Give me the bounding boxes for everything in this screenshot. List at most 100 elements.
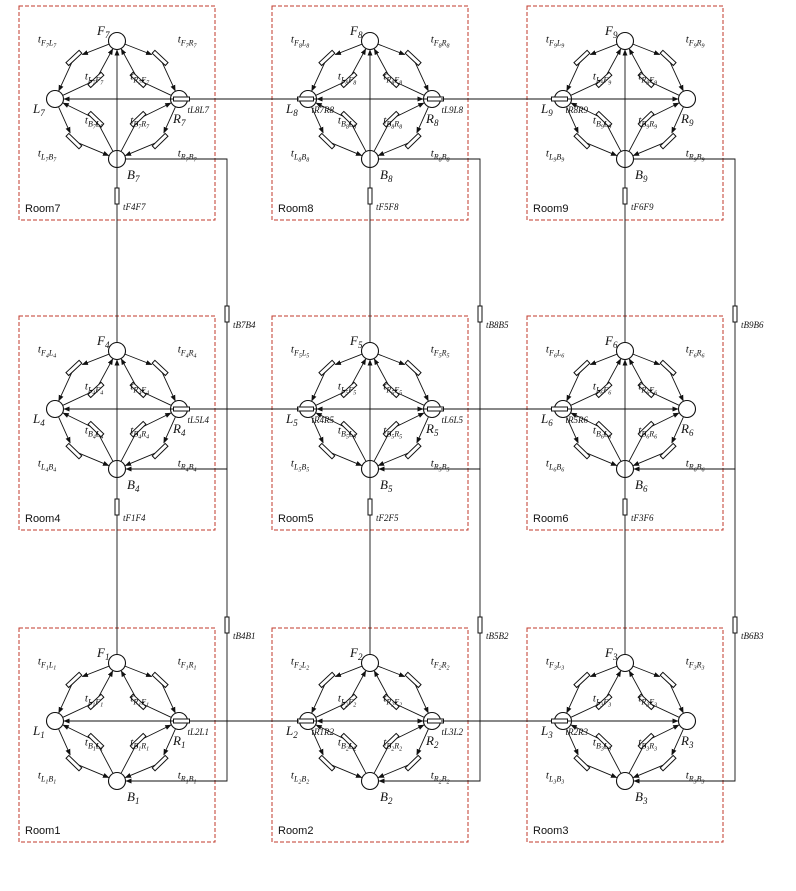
label-tL1B1: tL1B1 bbox=[38, 770, 56, 786]
label-tB3R3: tB3R3 bbox=[638, 737, 657, 753]
place-B3 bbox=[615, 771, 635, 791]
label-tR3B3: tR3B3 bbox=[686, 770, 705, 786]
transition-tF3L3 bbox=[573, 671, 591, 689]
label-R5: R5 bbox=[425, 421, 439, 438]
transition-tL4F4 bbox=[87, 381, 105, 399]
transition-tL6B6 bbox=[573, 442, 591, 460]
connector-bar bbox=[173, 406, 190, 412]
connector-label: tL6L5 bbox=[442, 415, 464, 425]
label-tR6F6: tR6F6 bbox=[638, 380, 657, 396]
connector-label: tF4F7 bbox=[123, 202, 146, 212]
place-F4 bbox=[107, 341, 127, 361]
label-B7: B7 bbox=[127, 167, 140, 184]
label-tR5F5: tR5F5 bbox=[383, 380, 402, 396]
label-tR4B4: tR4B4 bbox=[178, 458, 197, 474]
label-tF5L5: tF5L5 bbox=[291, 344, 309, 360]
label-R3: R3 bbox=[680, 733, 694, 750]
label-tR2B2: tR2B2 bbox=[431, 770, 450, 786]
transition-tL5F5 bbox=[340, 381, 358, 399]
label-tF9R9: tF9R9 bbox=[686, 34, 705, 50]
label-tB2R2: tB2R2 bbox=[383, 737, 402, 753]
place-F8 bbox=[360, 31, 380, 51]
room-label: Room7 bbox=[25, 203, 60, 215]
transition-tL4B4 bbox=[65, 442, 83, 460]
transition-tL9F9 bbox=[595, 71, 613, 89]
room-8: Room8 tF8L8 tL8F8 tF8R8 tR8F8 tL8B8 tB8L8 tR8B8… bbox=[271, 5, 469, 221]
transition-tB4R4 bbox=[129, 420, 147, 438]
transition-tB8L8 bbox=[340, 110, 358, 128]
connector-t_R8R9: tR8R9 bbox=[441, 96, 679, 115]
label-tF6R6: tF6R6 bbox=[686, 344, 705, 360]
label-L8: L8 bbox=[285, 101, 298, 118]
label-tF1R1: tF1R1 bbox=[178, 656, 197, 672]
transition-tR7F7 bbox=[129, 71, 147, 89]
connector-t_B7B4: tB7B4 bbox=[125, 158, 256, 472]
transition-tF6R6 bbox=[659, 359, 677, 377]
connector-label: tR1R2 bbox=[312, 727, 335, 737]
room-label: Room1 bbox=[25, 825, 60, 837]
connector-label: tF6F9 bbox=[631, 202, 654, 212]
transition-tF3R3 bbox=[659, 671, 677, 689]
label-tL3F3: tL3F3 bbox=[593, 692, 611, 708]
label-tL2F2: tL2F2 bbox=[338, 692, 356, 708]
transition-tF4L4 bbox=[65, 359, 83, 377]
label-tB5L5: tB5L5 bbox=[338, 425, 356, 441]
label-F2: F2 bbox=[349, 645, 363, 662]
place-F2 bbox=[360, 653, 380, 673]
place-F3 bbox=[615, 653, 635, 673]
transition-tF7R7 bbox=[151, 49, 169, 67]
room-label: Room5 bbox=[278, 513, 313, 525]
label-L5: L5 bbox=[285, 411, 298, 428]
transition-tB2L2 bbox=[340, 732, 358, 750]
label-tL8F8: tL8F8 bbox=[338, 70, 356, 86]
transition-tF2R2 bbox=[404, 671, 422, 689]
label-R9: R9 bbox=[680, 111, 694, 128]
label-tF8R8: tF8R8 bbox=[431, 34, 450, 50]
transition-tL1F1 bbox=[87, 693, 105, 711]
label-tB4L4: tB4L4 bbox=[85, 425, 103, 441]
place-L4 bbox=[45, 399, 65, 419]
connector-bar bbox=[551, 96, 568, 102]
transition-tL3F3 bbox=[595, 693, 613, 711]
inter-room-links: tR1R2 tL2L1 tL3L2 tR2R3 tR4R5 tL5L4 tL6L5 tR5R6… bbox=[63, 49, 764, 784]
label-B9: B9 bbox=[635, 167, 648, 184]
connector-bar bbox=[622, 498, 628, 516]
connector-t_R2R3: tR2R3 bbox=[441, 718, 679, 737]
place-L7 bbox=[45, 89, 65, 109]
transition-tL2B2 bbox=[318, 754, 336, 772]
transition-tB3R3 bbox=[637, 732, 655, 750]
connector-t_F5F8: tF5F8 bbox=[367, 49, 399, 342]
label-tR7F7: tR7F7 bbox=[130, 70, 150, 86]
label-tB8L8: tB8L8 bbox=[338, 115, 356, 131]
label-tL7F7: tL7F7 bbox=[85, 70, 104, 86]
label-tB7L7: tB7L7 bbox=[85, 115, 104, 131]
transition-tB6R6 bbox=[637, 420, 655, 438]
transition-tL7B7 bbox=[65, 132, 83, 150]
room-label: Room4 bbox=[25, 513, 60, 525]
label-B1: B1 bbox=[127, 789, 139, 806]
label-tR1B1: tR1B1 bbox=[178, 770, 197, 786]
transition-tL3B3 bbox=[573, 754, 591, 772]
place-R6 bbox=[677, 399, 697, 419]
label-tF2R2: tF2R2 bbox=[431, 656, 450, 672]
label-tR8F8: tR8F8 bbox=[383, 70, 402, 86]
place-B1 bbox=[107, 771, 127, 791]
room-7: Room7 tF7L7 tL7F7 tF7R7 tR7F7 tL7B7 tB7L7 tR7B7… bbox=[18, 5, 216, 221]
connector-label: tB8B5 bbox=[486, 320, 509, 330]
connector-label: tR2R3 bbox=[566, 727, 589, 737]
transition-tL2F2 bbox=[340, 693, 358, 711]
connector-bar bbox=[551, 718, 568, 724]
label-tF2L2: tF2L2 bbox=[291, 656, 309, 672]
label-F5: F5 bbox=[349, 333, 363, 350]
transition-tR6F6 bbox=[637, 381, 655, 399]
connector-t_L5L4: tL5L4 bbox=[63, 406, 299, 425]
label-tB1R1: tB1R1 bbox=[130, 737, 149, 753]
room-label: Room3 bbox=[533, 825, 568, 837]
connector-label: tF2F5 bbox=[376, 513, 399, 523]
label-tB8R8: tB8R8 bbox=[383, 115, 402, 131]
label-tB2L2: tB2L2 bbox=[338, 737, 356, 753]
connector-bar bbox=[224, 305, 230, 323]
place-B2 bbox=[360, 771, 380, 791]
label-tR5B5: tR5B5 bbox=[431, 458, 450, 474]
